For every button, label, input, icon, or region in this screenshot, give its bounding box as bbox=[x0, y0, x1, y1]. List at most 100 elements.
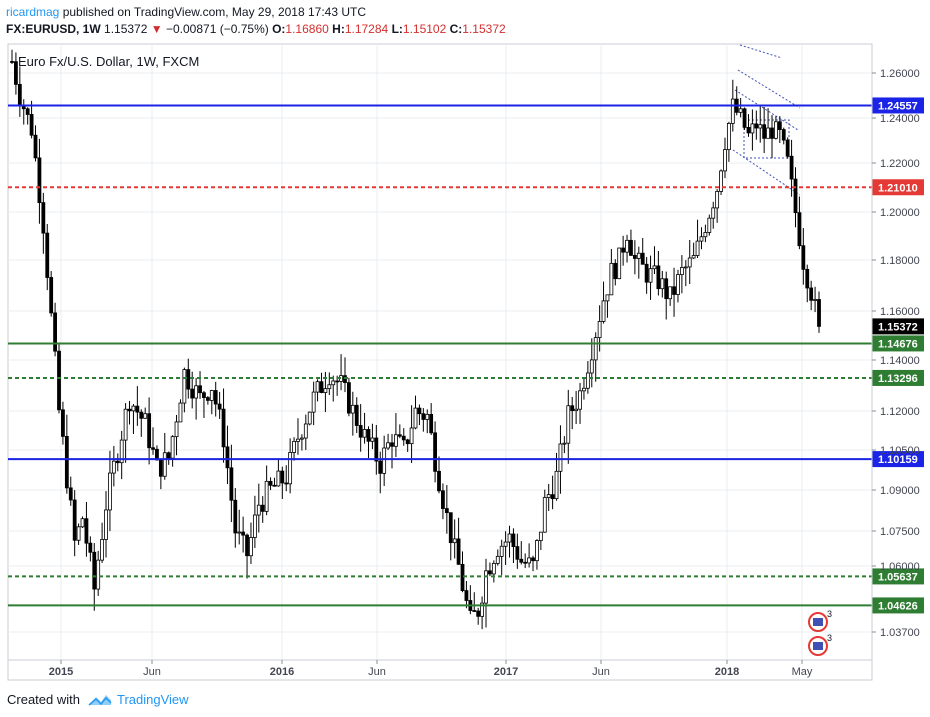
price-chart[interactable]: 1.24557 1.21010 1.14676 1.13296 1.10159 1.056… bbox=[0, 0, 930, 685]
candle-body bbox=[448, 512, 453, 544]
pattern-box[interactable] bbox=[743, 119, 790, 159]
candle-body bbox=[464, 590, 469, 601]
tradingview-link[interactable]: TradingView bbox=[117, 692, 189, 707]
candle-body bbox=[711, 207, 716, 219]
candle-body bbox=[574, 408, 579, 412]
price-tick-label: 1.20000 bbox=[880, 207, 920, 219]
horizontal-levels[interactable]: 1.24557 1.21010 1.14676 1.13296 1.10159 1.056… bbox=[8, 97, 924, 614]
candle-body bbox=[343, 375, 347, 384]
candle-body bbox=[495, 555, 500, 564]
level-price-tag bbox=[872, 451, 924, 468]
candle-body bbox=[378, 460, 383, 474]
candle-body bbox=[499, 545, 504, 557]
candle-body bbox=[100, 539, 105, 561]
candle-body bbox=[593, 337, 598, 361]
level-price-label: 1.13296 bbox=[878, 373, 918, 385]
time-tick-label: 2016 bbox=[270, 666, 294, 678]
candle-body bbox=[441, 490, 445, 509]
candle-body bbox=[664, 278, 669, 300]
candle-body bbox=[652, 265, 657, 270]
trend-line[interactable] bbox=[734, 89, 799, 131]
candle-body bbox=[625, 239, 629, 253]
candle-body bbox=[362, 429, 367, 438]
candle-body bbox=[245, 534, 249, 557]
publish-text: published on TradingView.com, May 29, 20… bbox=[62, 5, 366, 19]
candle-body bbox=[202, 392, 206, 398]
candle-body bbox=[17, 83, 22, 106]
candle-body bbox=[488, 570, 492, 575]
trend-line[interactable] bbox=[737, 69, 801, 109]
candle-body bbox=[14, 61, 18, 85]
candle-body bbox=[260, 504, 265, 512]
current-price-tag bbox=[872, 318, 924, 335]
candle-body bbox=[405, 439, 410, 445]
candle-body bbox=[777, 121, 782, 130]
candle-body bbox=[437, 470, 441, 492]
price-tick-label: 1.26000 bbox=[880, 68, 920, 80]
candle-body bbox=[315, 381, 320, 393]
symbol-info: FX:EURUSD, 1W 1.15372 ▼ −0.00871 (−0.75%… bbox=[6, 22, 506, 36]
low-label: L: bbox=[391, 22, 403, 36]
candle-body bbox=[386, 442, 390, 449]
event-badges[interactable]: 33 bbox=[808, 609, 832, 656]
candle-body bbox=[723, 149, 727, 172]
candle-body bbox=[92, 551, 97, 590]
candle-body bbox=[676, 274, 680, 295]
price-tick-label: 1.06000 bbox=[880, 561, 920, 573]
time-axis[interactable]: 2015 Jun 2016 Jun 2017 Jun 2018 May bbox=[8, 659, 872, 678]
candle-body bbox=[186, 369, 191, 390]
candle-body bbox=[429, 413, 434, 434]
candle-body bbox=[252, 514, 257, 538]
price-tick-label: 1.16000 bbox=[880, 306, 920, 318]
candle-body bbox=[789, 155, 794, 180]
high-label: H: bbox=[332, 22, 345, 36]
tradingview-logo-icon[interactable] bbox=[88, 692, 112, 708]
level-price-label: 1.10159 bbox=[878, 454, 918, 466]
symbol-label[interactable]: FX:EURUSD, 1W bbox=[6, 22, 101, 36]
candle-body bbox=[29, 114, 34, 136]
open-value: 1.16860 bbox=[285, 22, 329, 36]
created-with-text: Created with bbox=[7, 692, 80, 707]
price-change: −0.00871 (−0.75%) bbox=[165, 22, 269, 36]
candle-body bbox=[781, 129, 786, 141]
high-value: 1.17284 bbox=[344, 22, 389, 36]
candle-body bbox=[370, 437, 375, 442]
trend-line[interactable] bbox=[739, 44, 783, 59]
candle-body bbox=[72, 499, 77, 541]
candle-body bbox=[758, 124, 763, 129]
candle-body bbox=[589, 359, 594, 374]
price-tick-label: 1.12000 bbox=[880, 406, 920, 418]
candle-body bbox=[585, 372, 590, 389]
grid-lines bbox=[8, 44, 872, 660]
flag-fill-icon bbox=[813, 642, 823, 650]
candle-body bbox=[507, 533, 512, 543]
chart-title: Euro Fx/U.S. Dollar, 1W, FXCM bbox=[18, 54, 199, 69]
candle-body bbox=[288, 452, 293, 485]
level-price-tag bbox=[872, 369, 924, 386]
author-link[interactable]: ricardmag bbox=[6, 5, 60, 19]
candle-body bbox=[233, 499, 238, 534]
footer: Created with TradingView bbox=[0, 685, 930, 717]
candle-body bbox=[523, 561, 528, 564]
candle-body bbox=[131, 405, 136, 412]
time-tick-label: May bbox=[792, 666, 813, 678]
candle-body bbox=[241, 531, 246, 536]
candle-body bbox=[390, 442, 394, 447]
candle-body bbox=[554, 470, 559, 500]
candle-body bbox=[683, 266, 688, 269]
candle-body bbox=[617, 247, 622, 280]
time-tick-label: 2017 bbox=[494, 666, 518, 678]
plot-area[interactable] bbox=[7, 43, 873, 681]
candle-body bbox=[456, 538, 461, 565]
close-label: C: bbox=[449, 22, 463, 36]
candle-body bbox=[515, 546, 520, 560]
candle-body bbox=[433, 432, 437, 472]
candle-body bbox=[570, 405, 575, 412]
candle-body bbox=[668, 286, 673, 300]
price-tick-label: 1.07500 bbox=[880, 526, 920, 538]
trend-drawings[interactable] bbox=[732, 44, 801, 196]
candle-body bbox=[311, 391, 316, 413]
candle-body bbox=[268, 480, 273, 486]
price-axis[interactable]: 1.26000 1.24000 1.22000 1.20000 1.18000 1.160… bbox=[871, 44, 920, 680]
down-arrow-icon: ▼ bbox=[150, 22, 163, 36]
